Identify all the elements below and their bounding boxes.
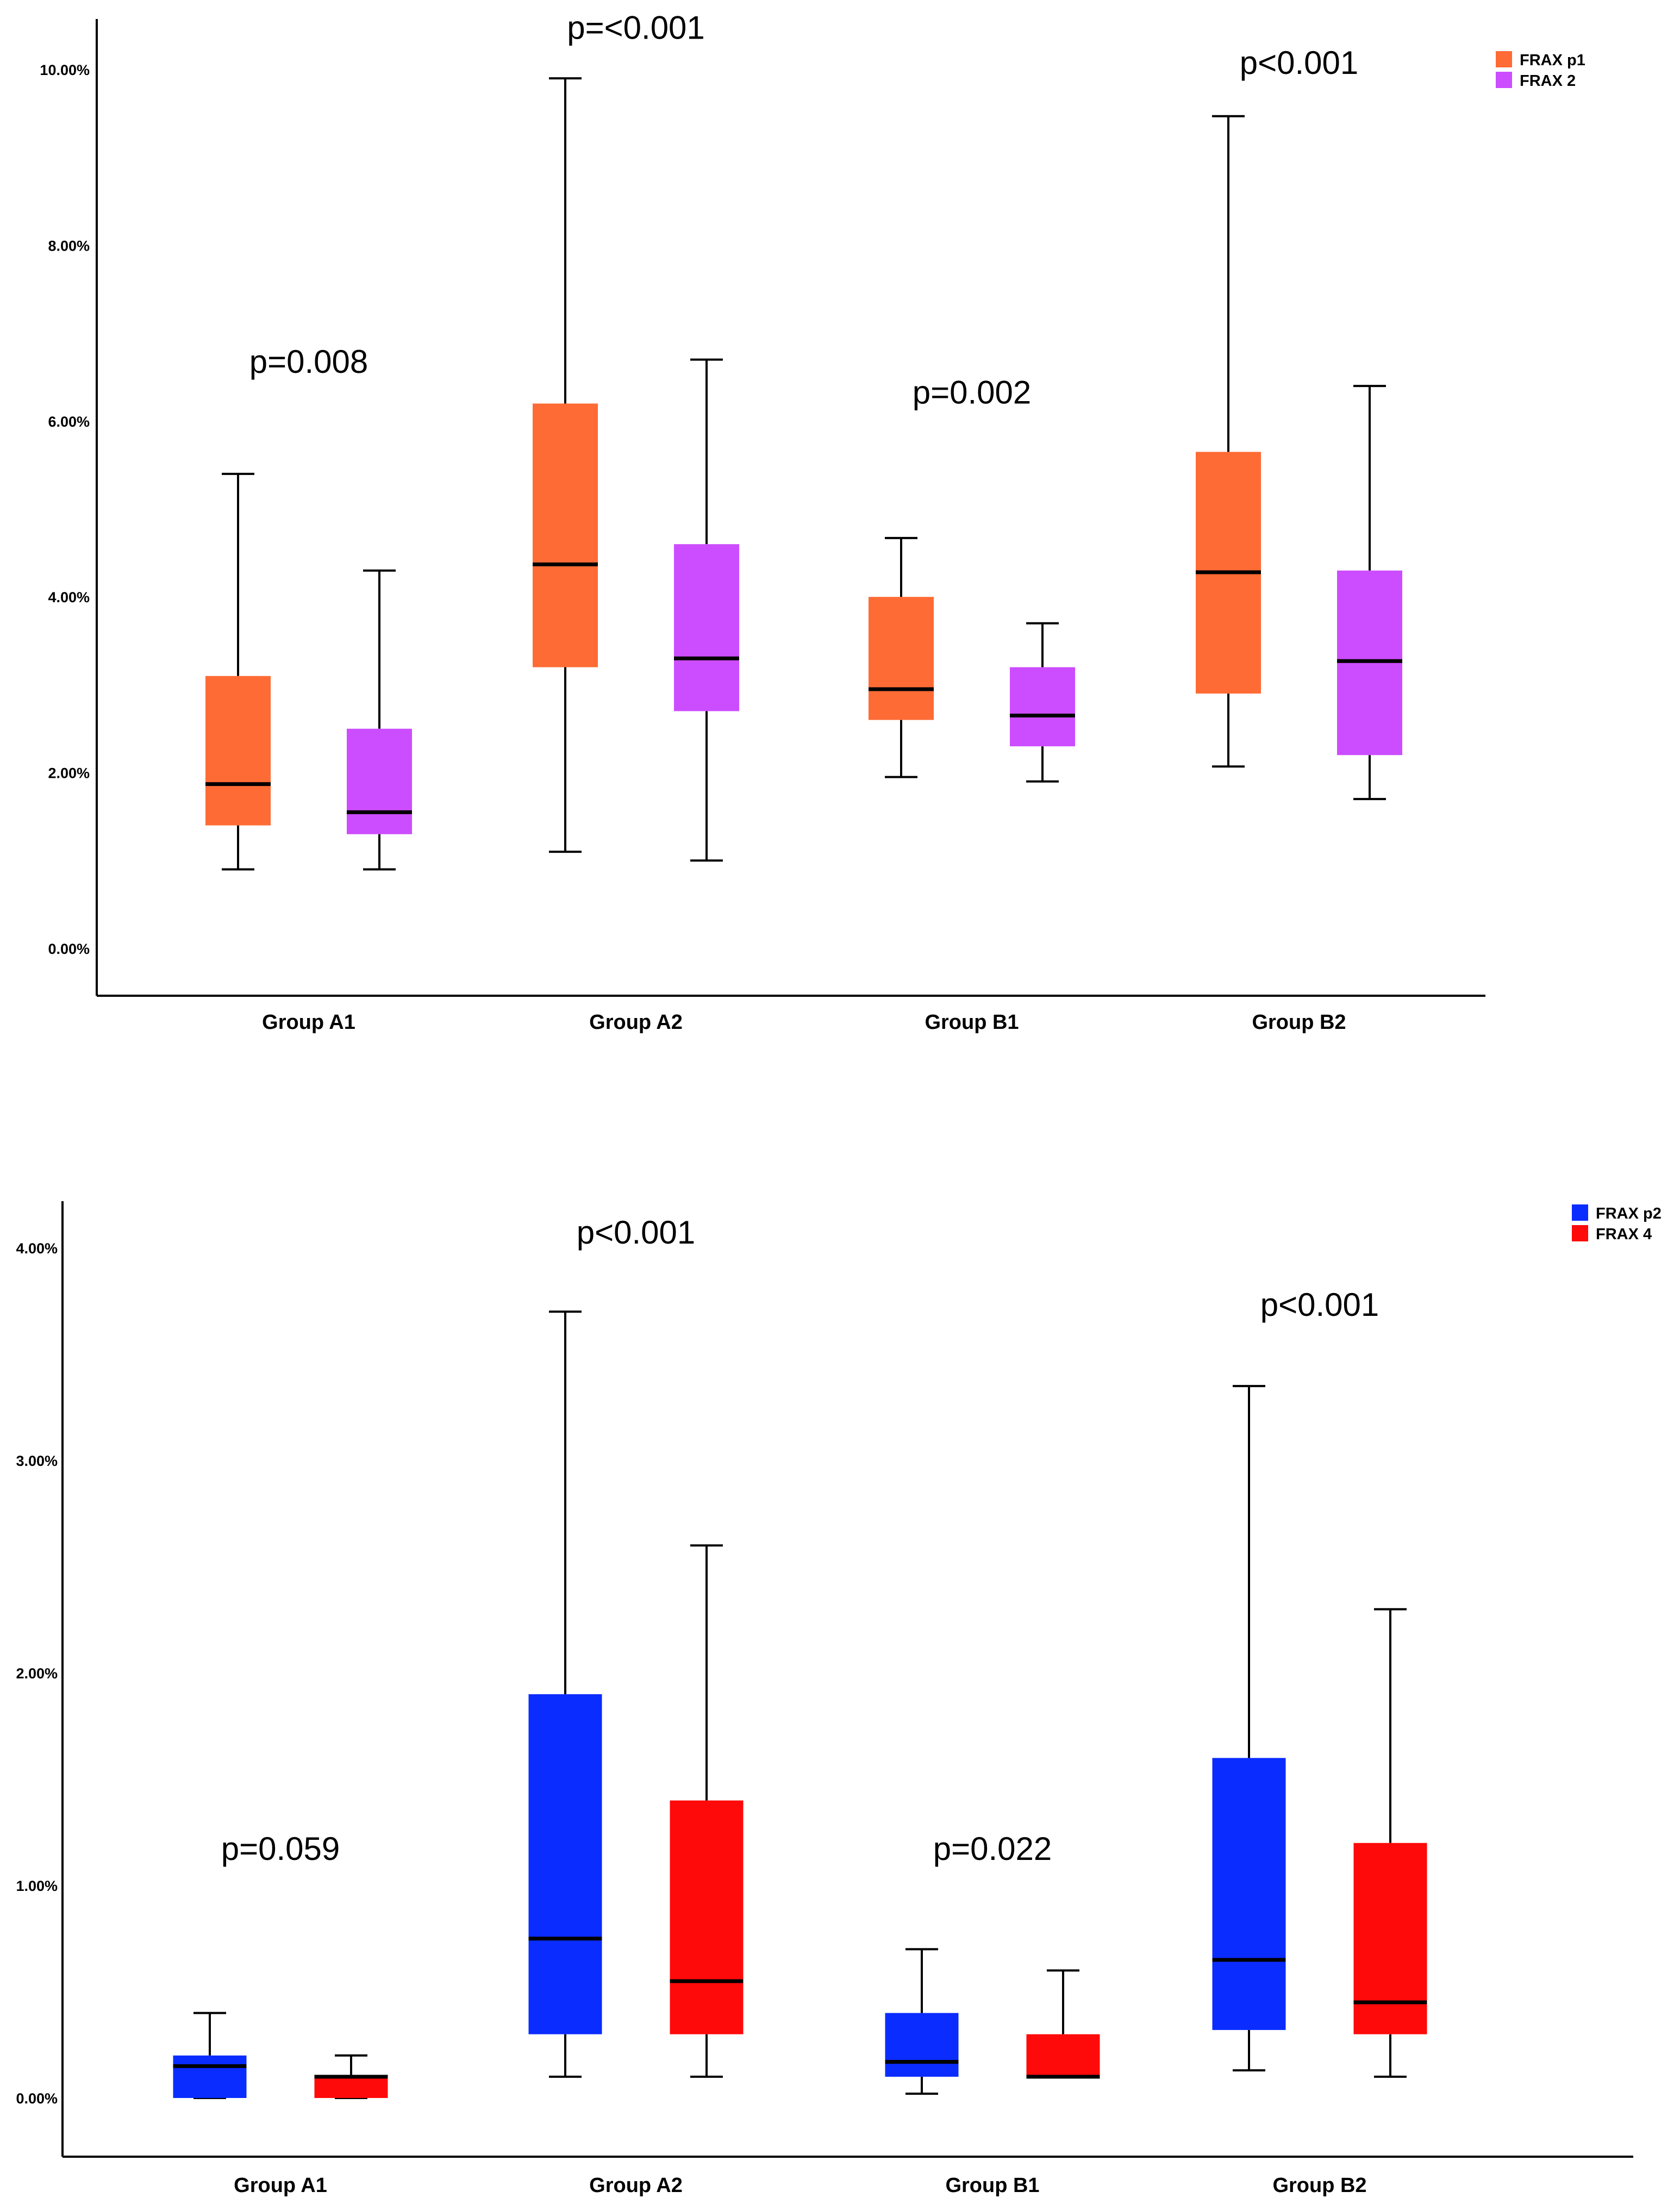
- legend-label-frax-2: FRAX 2: [1520, 72, 1576, 90]
- legend-swatch-frax-p2: [1572, 1204, 1588, 1221]
- x-category-label-group-a1: Group A1: [262, 1011, 355, 1034]
- x-category-label-group-b1: Group B1: [945, 2174, 1039, 2197]
- y-tick-label: 0.00%: [16, 2090, 58, 2107]
- y-tick-label: 1.00%: [16, 1878, 58, 1894]
- p-value-annotation-group-a2: p<0.001: [577, 1214, 696, 1251]
- y-tick-label: 3.00%: [16, 1453, 58, 1469]
- y-tick-label: 6.00%: [48, 414, 90, 430]
- iqr-box: [885, 2013, 959, 2077]
- y-tick-label: 8.00%: [48, 238, 90, 254]
- iqr-box: [205, 676, 271, 826]
- p-value-annotation-group-b2: p<0.001: [1260, 1287, 1379, 1323]
- iqr-box: [1212, 1758, 1286, 2030]
- box-frax-p1-group-a2: [533, 77, 598, 853]
- x-category-label-group-b2: Group B2: [1252, 1011, 1346, 1034]
- iqr-box: [533, 403, 598, 667]
- box-frax-p2-group-b1: [885, 1948, 959, 2095]
- y-tick-label: 4.00%: [48, 589, 90, 605]
- x-category-label-group-a2: Group A2: [589, 1011, 683, 1034]
- legend-swatch-frax-4: [1572, 1225, 1588, 1241]
- chart-frax-p1-vs-frax-2: 0.00% 2.00% 4.00% 6.00% 8.00% 10.00% Group A1 G…: [40, 9, 1585, 1034]
- iqr-box: [869, 597, 934, 720]
- iqr-box: [1353, 1843, 1427, 2034]
- iqr-box: [670, 1800, 744, 2034]
- legend-swatch-frax-2: [1496, 72, 1512, 88]
- x-category-label-group-b1: Group B1: [925, 1011, 1019, 1034]
- box-frax-p1-group-b1: [869, 536, 934, 778]
- iqr-box: [1026, 2034, 1100, 2077]
- box-frax-4-group-b1: [1026, 1969, 1100, 2079]
- iqr-box: [1010, 667, 1075, 747]
- box-frax-p1-group-b2: [1196, 115, 1261, 768]
- box-frax-4-group-b2: [1353, 1608, 1427, 2078]
- iqr-box: [528, 1694, 602, 2034]
- legend-label-frax-p2: FRAX p2: [1596, 1205, 1662, 1222]
- box-frax-4-group-a2: [670, 1544, 744, 2078]
- p-value-annotation-group-a1: p=0.059: [221, 1831, 340, 1867]
- p-value-annotation-group-b1: p=0.022: [933, 1831, 1052, 1867]
- legend-label-frax-4: FRAX 4: [1596, 1226, 1652, 1243]
- iqr-box: [674, 544, 739, 711]
- legend: FRAX p1 FRAX 2: [1496, 51, 1585, 90]
- iqr-box: [314, 2076, 388, 2098]
- p-value-annotation-group-b2: p<0.001: [1240, 45, 1359, 81]
- p-value-annotation-group-a1: p=0.008: [249, 344, 369, 380]
- box-frax-2-group-a2: [674, 358, 739, 862]
- legend-label-frax-p1: FRAX p1: [1520, 52, 1585, 69]
- iqr-box: [173, 2055, 247, 2098]
- x-category-label-group-b2: Group B2: [1272, 2174, 1366, 2197]
- box-frax-p1-group-a1: [205, 472, 271, 871]
- iqr-box: [347, 728, 412, 834]
- box-frax-p2-group-b2: [1212, 1385, 1286, 2072]
- box-frax-p2-group-a2: [528, 1310, 602, 2078]
- box-frax-2-group-b2: [1337, 385, 1402, 801]
- chart-frax-p2-vs-frax-4: 0.00% 1.00% 2.00% 3.00% 4.00% Group A1 Group A…: [16, 1201, 1662, 2197]
- box-frax-2-group-b1: [1010, 622, 1075, 783]
- legend-swatch-frax-p1: [1496, 51, 1512, 67]
- legend: FRAX p2 FRAX 4: [1572, 1204, 1662, 1243]
- box-frax-2-group-a1: [347, 569, 412, 871]
- box-frax-p2-group-a1: [173, 2012, 247, 2099]
- p-value-annotation-group-a2: p=<0.001: [567, 9, 705, 46]
- box-frax-4-group-a1: [314, 2054, 388, 2099]
- y-tick-label: 2.00%: [16, 1665, 58, 1682]
- p-value-annotation-group-b1: p=0.002: [913, 374, 1032, 410]
- y-tick-label: 4.00%: [16, 1240, 58, 1257]
- y-tick-label: 2.00%: [48, 765, 90, 782]
- x-category-label-group-a1: Group A1: [234, 2174, 327, 2197]
- y-tick-label: 0.00%: [48, 941, 90, 957]
- x-category-label-group-a2: Group A2: [589, 2174, 683, 2197]
- y-tick-label: 10.00%: [40, 62, 90, 78]
